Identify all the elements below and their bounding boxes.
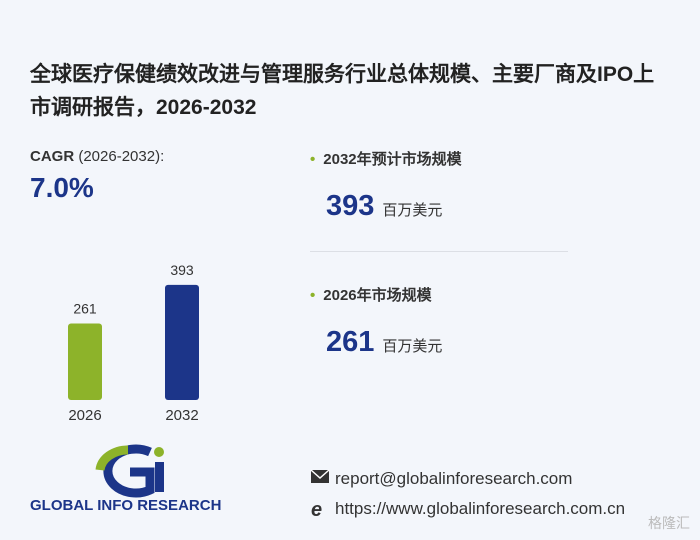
- highlight-label: 2032年预计市场规模: [310, 148, 461, 169]
- email: report@globalinforesearch.com: [335, 469, 572, 488]
- cagr-period: (2026-2032):: [78, 148, 165, 165]
- mail-icon-flap: [310, 469, 330, 480]
- cagr-value: 7.0%: [30, 172, 94, 203]
- highlight-label: 2026年市场规模: [310, 284, 431, 305]
- highlight-unit: 百万美元: [382, 338, 443, 355]
- title: 全球医疗保健绩效改进与管理服务行业总体规模、主要厂商及IPO上市调研报告，202…: [30, 63, 655, 119]
- divider: [310, 251, 568, 252]
- web-icon: e: [311, 499, 322, 521]
- highlight-value: 393: [326, 190, 375, 222]
- watermark: 格隆汇: [648, 515, 690, 531]
- highlight: 261 百万美元: [326, 326, 442, 359]
- value-label: 393: [170, 262, 194, 278]
- logo: [95, 444, 164, 498]
- bar: [68, 323, 102, 400]
- highlight-value: 261: [326, 326, 375, 358]
- x-tick-label: 2026: [68, 407, 101, 424]
- highlight: 393 百万美元: [326, 190, 442, 223]
- website: https://www.globalinforesearch.com.cn: [335, 499, 625, 518]
- highlight-unit: 百万美元: [382, 202, 443, 219]
- x-tick-label: 2032: [165, 407, 198, 424]
- bar: [165, 284, 199, 400]
- value-label: 261: [73, 301, 97, 317]
- cagr-label: CAGR (2026-2032):: [30, 148, 164, 165]
- cagr-name: CAGR: [30, 148, 75, 165]
- logo-text: GLOBAL INFO RESEARCH: [30, 497, 221, 514]
